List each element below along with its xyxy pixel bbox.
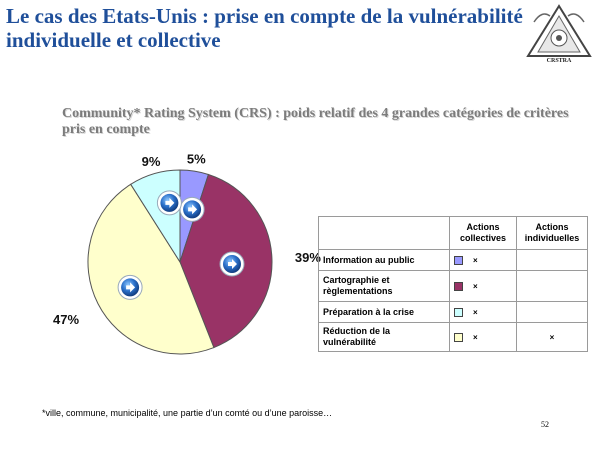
table-row: Cartographie et règlementations ×	[318, 270, 588, 302]
collective-mark: ×	[473, 281, 478, 291]
arrow-circle-icon[interactable]	[156, 190, 182, 216]
collective-cell: ×	[449, 322, 517, 352]
individual-cell: ×	[516, 322, 588, 352]
table-header-row: Actions collectives Actions individuelle…	[318, 216, 588, 250]
org-block: CRSTRA	[522, 58, 596, 64]
color-swatch	[454, 282, 463, 292]
slice-label-cartographie: 39%	[295, 250, 321, 265]
color-swatch	[454, 256, 463, 266]
row-label: Préparation à la crise	[318, 301, 450, 323]
org-name: CRSTRA	[546, 58, 572, 64]
slice-label-information-public: 5%	[187, 151, 206, 166]
table-row: Information au public ×	[318, 249, 588, 271]
collective-mark: ×	[473, 332, 478, 342]
collective-cell: ×	[449, 249, 517, 271]
slice-label-reduction: 47%	[53, 312, 79, 327]
row-label: Information au public	[318, 249, 450, 271]
collective-cell: ×	[449, 301, 517, 323]
actions-table: Actions collectives Actions individuelle…	[318, 216, 588, 352]
arrow-circle-icon[interactable]	[219, 251, 245, 277]
individual-cell	[516, 301, 588, 323]
color-swatch	[454, 333, 463, 343]
page-number: 52	[541, 420, 549, 429]
arrow-circle-icon[interactable]	[179, 196, 205, 222]
table-header-collective: Actions collectives	[449, 216, 517, 250]
collective-mark: ×	[473, 307, 478, 317]
collective-mark: ×	[473, 255, 478, 265]
arrow-circle-icon[interactable]	[117, 274, 143, 300]
footnote: *ville, commune, municipalité, une parti…	[42, 408, 333, 418]
chart-title: Community* Rating System (CRS) : poids r…	[62, 106, 569, 137]
collective-cell: ×	[449, 270, 517, 302]
table-header-empty	[318, 216, 450, 250]
row-label: Cartographie et règlementations	[318, 270, 450, 302]
color-swatch	[454, 308, 463, 318]
crstra-logo	[520, 2, 598, 72]
individual-mark: ×	[549, 333, 555, 342]
table-row: Réduction de la vulnérabilité × ×	[318, 322, 588, 352]
table-row: Préparation à la crise ×	[318, 301, 588, 323]
slide-title: Le cas des Etats-Unis : prise en compte …	[6, 4, 523, 52]
slice-label-preparation: 9%	[142, 154, 161, 169]
individual-cell	[516, 270, 588, 302]
individual-cell	[516, 249, 588, 271]
pie-slice-reduction	[87, 183, 215, 355]
table-header-individual: Actions individuelles	[516, 216, 588, 250]
row-label: Réduction de la vulnérabilité	[318, 322, 450, 352]
